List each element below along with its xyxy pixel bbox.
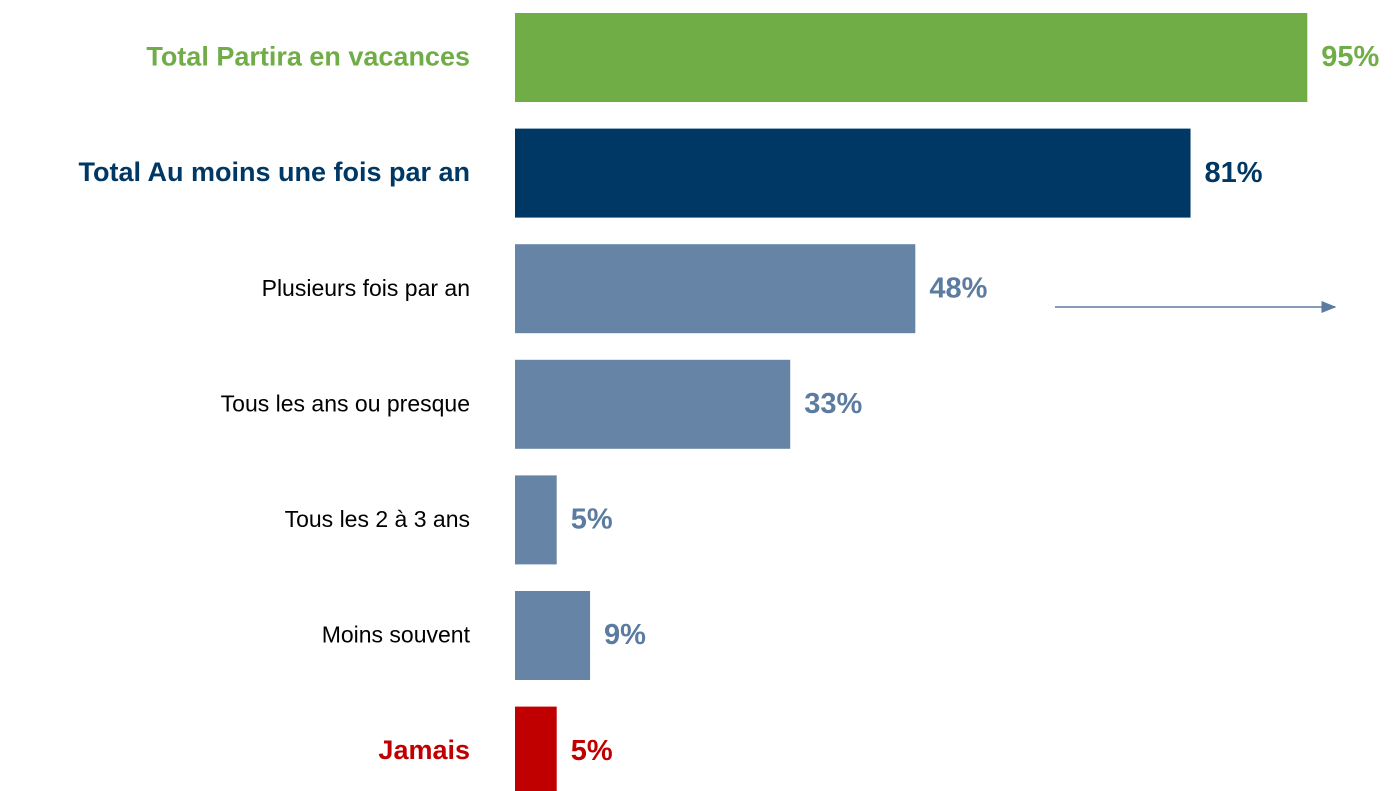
bar — [515, 359, 791, 449]
value-label: 9% — [604, 619, 646, 651]
category-label: Jamais — [378, 735, 470, 765]
value-label: 48% — [929, 272, 987, 304]
bar — [515, 244, 916, 334]
value-label: 95% — [1321, 41, 1379, 73]
bar — [515, 13, 1308, 102]
category-label: Total Au moins une fois par an — [78, 157, 470, 187]
value-label: 5% — [571, 504, 613, 536]
bar — [515, 591, 591, 680]
bar — [515, 475, 557, 565]
category-label: Moins souvent — [322, 622, 471, 648]
category-label: Tous les 2 à 3 ans — [285, 506, 470, 532]
value-label: 33% — [804, 388, 862, 420]
bar — [515, 706, 557, 791]
category-label: Plusieurs fois par an — [262, 275, 470, 301]
value-label: 81% — [1205, 157, 1263, 189]
category-label: Tous les ans ou presque — [221, 390, 470, 416]
category-label: Total Partira en vacances — [146, 42, 470, 72]
bar — [515, 128, 1191, 218]
value-label: 5% — [571, 735, 613, 767]
